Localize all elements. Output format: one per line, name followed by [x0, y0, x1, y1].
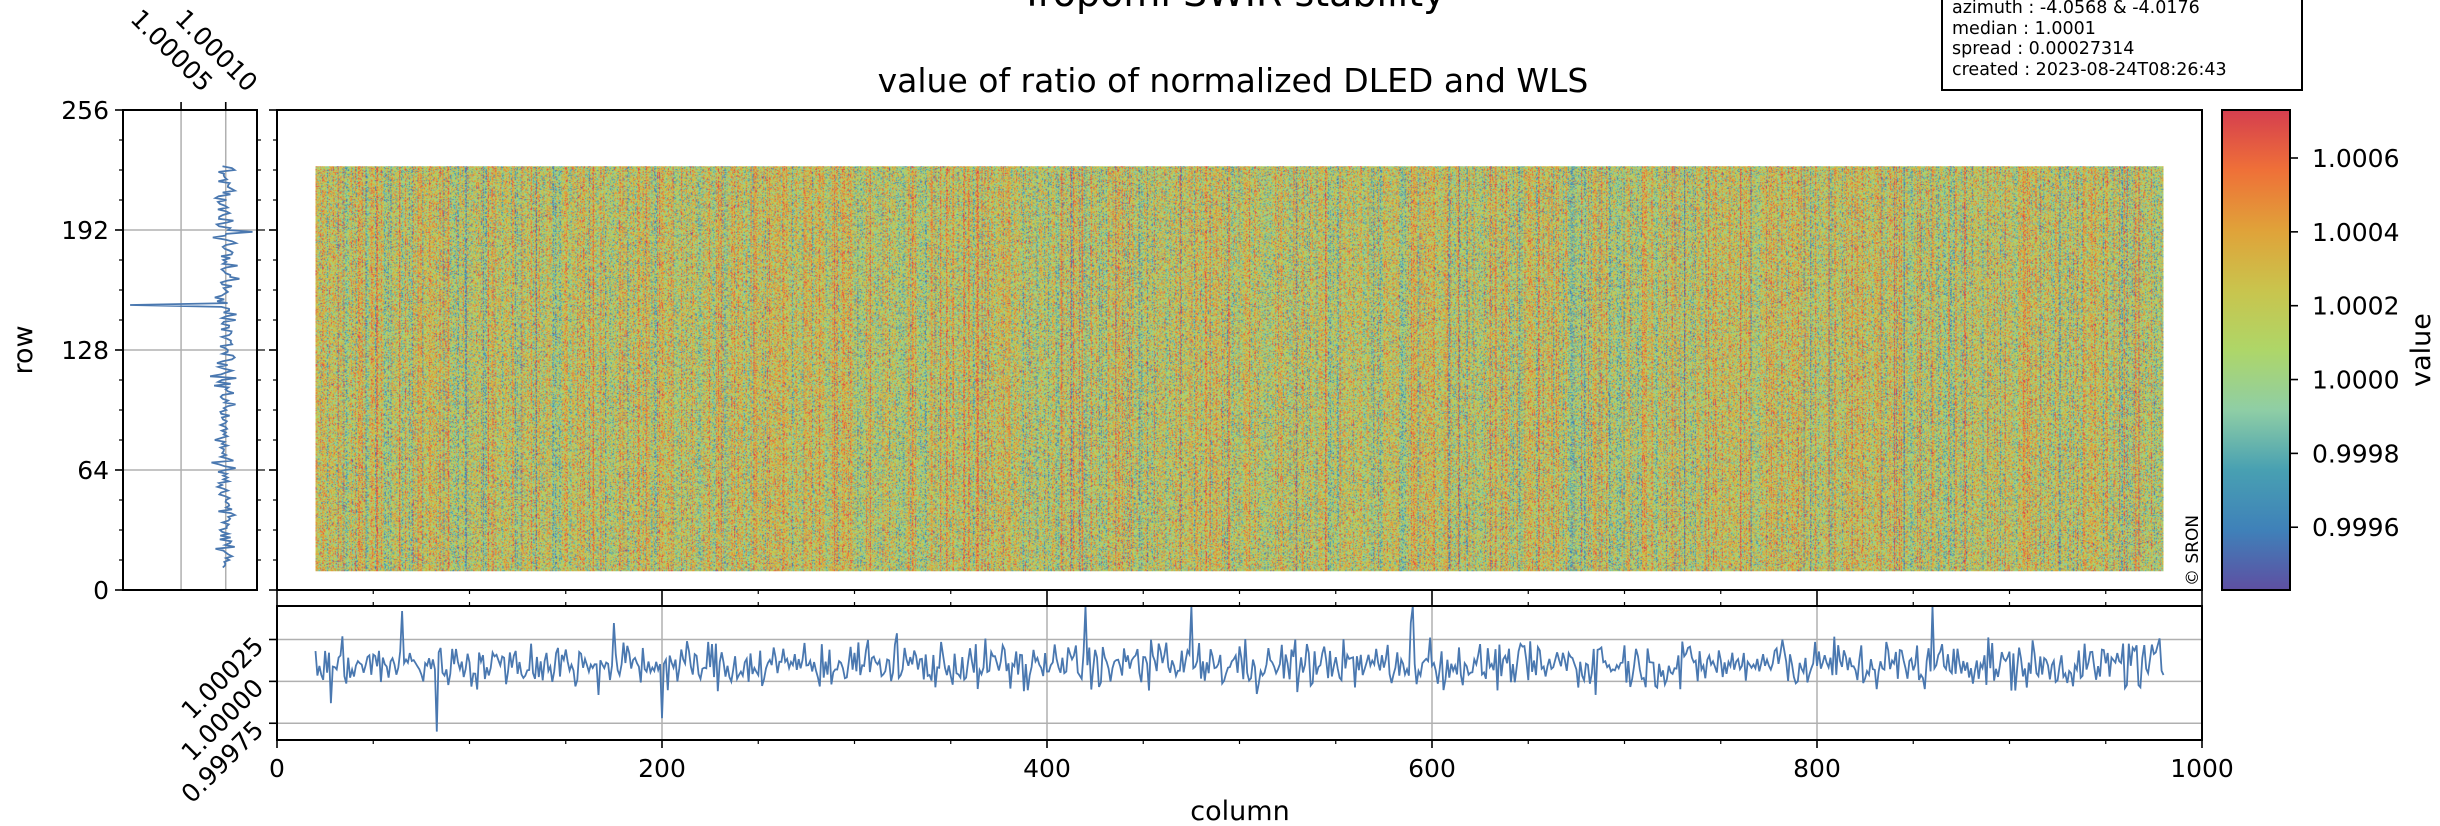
colorbar-tick-label: 1.0004 — [2312, 218, 2399, 247]
row-ytick-label: 192 — [61, 216, 109, 245]
column-axis-ticks: 0 200 400 600 800 1000 — [269, 598, 2234, 783]
main-image-panel: © SRON — [276, 109, 2203, 591]
figure-suptitle: Tropomi SWIR stability — [1019, 0, 1445, 15]
colorbar-gradient — [2222, 110, 2290, 590]
colorbar-tick-label: 0.9996 — [2312, 513, 2399, 542]
colorbar: 0.9996 0.9998 1.0000 1.0002 1.0004 1.0006 val… — [2221, 109, 2437, 591]
colorbar-label: value — [2406, 313, 2437, 387]
info-box: azimuth : -4.0568 & -4.0176 median : 1.0… — [1941, 0, 2303, 91]
main-heatmap — [315, 166, 2164, 572]
row-ytick-label: 128 — [61, 336, 109, 365]
main-image-row-ticks — [269, 109, 277, 591]
colorbar-ticks: 0.9996 0.9998 1.0000 1.0002 1.0004 1.0006 — [2290, 144, 2399, 542]
colorbar-tick-label: 1.0002 — [2312, 292, 2399, 321]
column-xtick-label: 800 — [1793, 754, 1841, 783]
colorbar-tick-label: 1.0000 — [2312, 366, 2399, 395]
heatmap-pixels — [315, 166, 2164, 572]
row-ytick-label: 64 — [77, 456, 109, 485]
colorbar-tick-label: 0.9998 — [2312, 439, 2399, 468]
column-profile-line — [314, 605, 2165, 732]
main-image-title: value of ratio of normalized DLED and WL… — [878, 61, 1589, 100]
row-profile-line — [130, 165, 253, 569]
row-axis-ticks: 0 64 128 192 256 — [61, 96, 265, 605]
info-line-created: created : 2023-08-24T08:26:43 — [1952, 60, 2227, 80]
row-axis-label: row — [8, 325, 39, 374]
column-xtick-label: 200 — [638, 754, 686, 783]
info-line-median: median : 1.0001 — [1952, 19, 2096, 39]
colorbar-tick-label: 1.0006 — [2312, 144, 2399, 173]
column-axis-label: column — [1190, 796, 1289, 826]
column-xtick-label: 1000 — [2170, 754, 2234, 783]
column-xtick-label: 0 — [269, 754, 285, 783]
row-ytick-label: 256 — [61, 96, 109, 125]
info-line-spread: spread : 0.00027314 — [1952, 39, 2134, 59]
main-image-column-ticks — [276, 590, 2203, 598]
column-xtick-label: 600 — [1408, 754, 1456, 783]
copyright-label: © SRON — [2183, 515, 2203, 586]
row-ytick-label: 0 — [93, 576, 109, 605]
column-xtick-label: 400 — [1023, 754, 1071, 783]
info-line-azimuth: azimuth : -4.0568 & -4.0176 — [1952, 0, 2200, 18]
